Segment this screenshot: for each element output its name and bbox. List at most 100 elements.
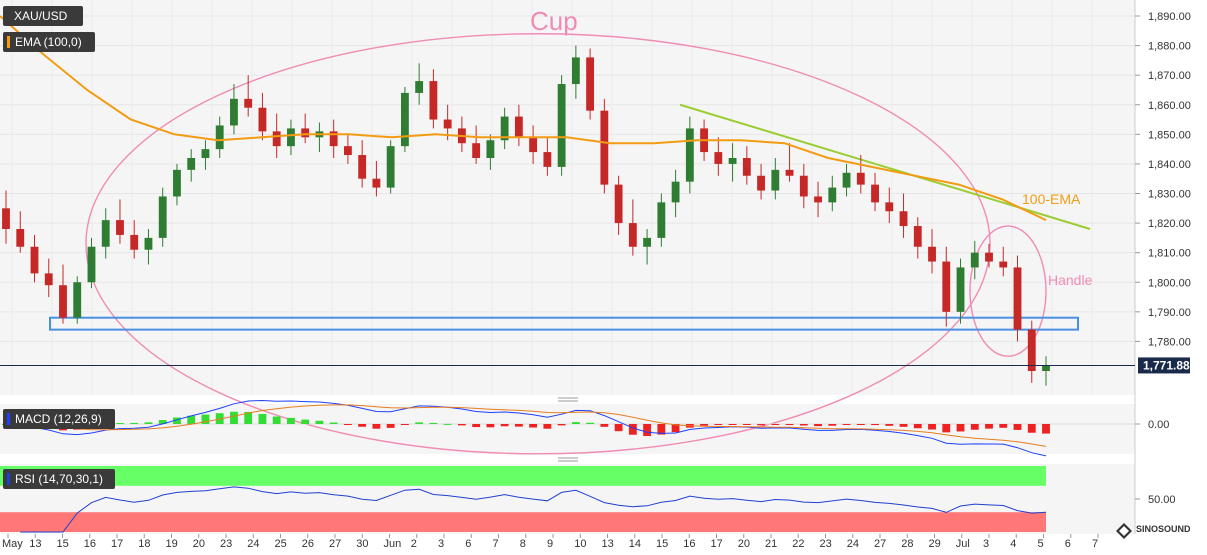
candle-body: [828, 187, 837, 203]
watermark-logo: SINOSOUND: [1116, 523, 1191, 539]
price-tick-label: 1,890.00: [1148, 11, 1191, 23]
candle-body: [130, 234, 139, 250]
date-label: May: [2, 538, 23, 550]
macd-histogram-bar: [913, 424, 922, 429]
candle-body: [628, 223, 637, 247]
candle-body: [685, 128, 694, 182]
candle-body: [529, 137, 538, 153]
price-tick-label: 1,860.00: [1148, 100, 1191, 112]
ema100-line: [0, 15, 1047, 222]
macd-histogram-bar: [557, 424, 566, 426]
candle-body: [899, 211, 908, 227]
macd-histogram-bar: [700, 424, 708, 426]
macd-histogram-bar: [158, 420, 167, 424]
rsi-overbought-zone: [0, 466, 1046, 486]
macd-histogram-bar: [999, 424, 1008, 428]
candle-body: [728, 158, 737, 164]
current-price-tag: [1138, 357, 1190, 374]
macd-tag: MACD (12,26,9): [3, 409, 115, 429]
macd-histogram-bar: [785, 424, 794, 425]
candle-body: [842, 172, 851, 188]
date-label: 8: [520, 538, 526, 550]
macd-histogram-bar: [671, 424, 680, 433]
candle-body: [785, 169, 794, 176]
current-price-value: 1,771.88: [1143, 358, 1190, 372]
candle-body: [2, 208, 10, 229]
candle-body: [415, 81, 424, 93]
date-label: 3: [438, 538, 444, 550]
date-label: 29: [929, 538, 941, 550]
macd-histogram-bar: [301, 419, 310, 424]
macd-histogram-bar: [1042, 424, 1050, 434]
macd-histogram-bar: [543, 424, 552, 429]
macd-tick-label: 0.00: [1148, 419, 1169, 431]
candle-body: [344, 146, 352, 156]
panel-resize-handle[interactable]: [558, 397, 578, 402]
rsi-line: [20, 486, 1047, 533]
candle-body: [885, 202, 894, 212]
candle-body: [358, 155, 367, 179]
macd-histogram-bar: [500, 424, 509, 427]
macd-histogram-bar: [258, 413, 267, 424]
candle-body: [272, 131, 281, 147]
panel-resize-handle[interactable]: [558, 457, 578, 462]
candle-body: [158, 196, 167, 238]
macd-histogram-bar: [287, 417, 295, 424]
candle-body: [372, 178, 381, 188]
rsi-tag: RSI (14,70,30,1): [3, 469, 115, 489]
candle-body: [571, 57, 580, 85]
macd-histogram-bar: [329, 422, 338, 424]
candle-body: [386, 146, 395, 188]
macd-histogram-bar: [856, 424, 865, 425]
price-panel: [0, 0, 1135, 395]
candle-body: [59, 285, 67, 318]
macd-histogram-bar: [1013, 424, 1022, 430]
date-label: 21: [765, 538, 777, 550]
macd-histogram-bar: [116, 423, 124, 425]
candle-body: [985, 252, 993, 262]
candle-body: [643, 237, 652, 247]
candle-body: [329, 131, 338, 147]
candle-body: [258, 107, 267, 132]
candle-body: [215, 125, 224, 150]
rsi-indicator-label: RSI (14,70,30,1): [15, 472, 103, 486]
price-axis: 1,890.00 1,880.00 1,870.00 1,860.00 1,850.00…: [1135, 11, 1191, 348]
candle-body: [956, 267, 965, 312]
candle-body: [714, 152, 723, 164]
date-label: 28: [901, 538, 913, 550]
macd-histogram-bar: [586, 422, 595, 424]
date-label: 9: [547, 538, 553, 550]
macd-histogram-bar: [372, 424, 381, 429]
macd-histogram-bar: [871, 424, 879, 426]
candle-body: [500, 116, 509, 141]
macd-histogram-bar: [928, 424, 936, 430]
candle-body: [614, 184, 623, 224]
macd-histogram-bar: [828, 424, 837, 426]
ema-indicator-label: EMA (100,0): [15, 35, 82, 49]
symbol-label: XAU/USD: [14, 9, 68, 23]
date-label: 16: [84, 538, 96, 550]
date-label: 17: [711, 538, 723, 550]
candle-body: [244, 98, 253, 108]
macd-histogram-bar: [956, 424, 965, 432]
price-tick-label: 1,820.00: [1148, 218, 1191, 230]
macd-histogram-bar: [1027, 424, 1036, 433]
candle-body: [942, 261, 951, 312]
macd-line: [5, 399, 1047, 457]
macd-histogram-bar: [514, 424, 523, 427]
macd-histogram-bar: [272, 416, 281, 424]
candle-body: [970, 252, 979, 268]
macd-histogram-bar: [130, 422, 139, 424]
current-price-marker: 1,771.88: [0, 357, 1190, 374]
date-label: 15: [57, 538, 69, 550]
macd-histogram-bar: [842, 424, 851, 425]
candle-body: [30, 246, 39, 274]
date-label: 3: [983, 538, 989, 550]
date-label: 24: [247, 538, 259, 550]
candle-body: [913, 226, 922, 247]
date-label: Jul: [956, 538, 970, 550]
candle-body: [799, 175, 808, 197]
macd-histogram-bar: [885, 424, 894, 426]
candle-body: [73, 282, 82, 318]
